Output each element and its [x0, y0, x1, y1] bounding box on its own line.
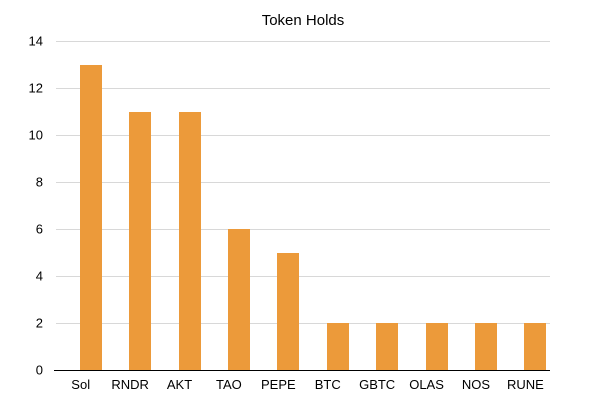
bar-slot	[412, 41, 461, 370]
gridline-y-2	[56, 323, 550, 324]
y-tick-label-10: 10	[28, 127, 43, 143]
bar-slot	[66, 41, 115, 370]
x-tick-label-sol: Sol	[71, 377, 91, 392]
x-tick-label-rune: RUNE	[506, 377, 544, 392]
bar-akt	[178, 111, 201, 370]
bars-layer	[66, 41, 560, 370]
x-tick-label-akt: AKT	[166, 377, 193, 392]
plot-area	[54, 41, 550, 371]
x-tick-label-nos: NOS	[461, 377, 491, 392]
chart-title: Token Holds	[261, 12, 345, 29]
bar-gbtc	[376, 323, 399, 370]
bar-slot	[313, 41, 362, 370]
bar-sol	[79, 64, 102, 370]
x-tick-label-btc: BTC	[314, 377, 341, 392]
x-axis: Sol RNDR AKT TAO PEPE BTC GBTC OLAS NOS RUNE	[56, 377, 550, 392]
y-tick-label-8: 8	[35, 174, 43, 190]
y-tick-label-4: 4	[35, 268, 43, 284]
bar-tao	[227, 229, 250, 370]
x-tick-label-rndr: RNDR	[111, 377, 149, 392]
bar-slot	[115, 41, 164, 370]
bar-slot	[214, 41, 263, 370]
gridline-y-10	[56, 135, 550, 136]
y-tick-label-0: 0	[35, 362, 43, 378]
y-tick-label-12: 12	[28, 80, 43, 96]
bar-nos	[474, 323, 497, 370]
bar-rune	[524, 323, 547, 370]
bar-slot	[511, 41, 560, 370]
bar-slot	[264, 41, 313, 370]
x-tick-label-tao: TAO	[216, 377, 242, 392]
y-tick-label-6: 6	[35, 221, 43, 237]
x-tick-label-gbtc: GBTC	[359, 377, 396, 392]
gridline-y-8	[56, 182, 550, 183]
bar-slot	[165, 41, 214, 370]
gridline-y-6	[56, 229, 550, 230]
bar-pepe	[277, 252, 300, 370]
bar-btc	[326, 323, 349, 370]
bar-slot	[362, 41, 411, 370]
gridline-y-12	[56, 88, 550, 89]
x-axis-line	[54, 369, 550, 371]
bar-slot	[461, 41, 510, 370]
y-axis: 0 2 4 6 8 10 12 14	[0, 34, 43, 378]
bar-rndr	[129, 111, 152, 370]
y-tick-label-14: 14	[28, 33, 43, 49]
gridline-y-4	[56, 276, 550, 277]
y-tick-label-2: 2	[35, 315, 43, 331]
bar-olas	[425, 323, 448, 370]
x-tick-label-olas: OLAS	[409, 377, 444, 392]
x-tick-label-pepe: PEPE	[260, 377, 296, 392]
gridline-y-14	[56, 41, 550, 42]
